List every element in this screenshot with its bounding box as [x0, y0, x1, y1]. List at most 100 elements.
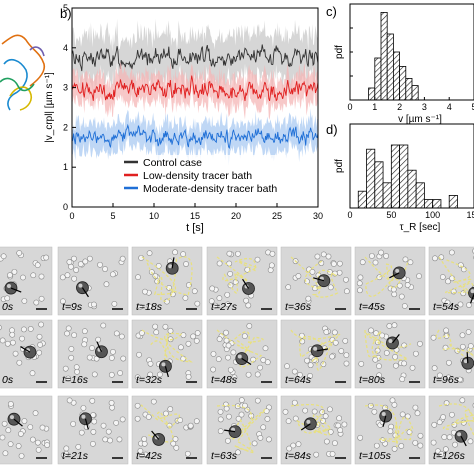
x-tick-label: 0 — [347, 102, 352, 112]
tracer-particle — [325, 253, 332, 260]
histogram-bar — [399, 66, 407, 101]
tracer-particle — [87, 255, 93, 262]
panel-b-label: b) — [60, 6, 72, 21]
swimmer-highlight — [395, 268, 400, 273]
x-tick-label: 30 — [313, 211, 323, 221]
y-tick-label: 0 — [63, 202, 68, 212]
tracer-particle — [0, 253, 7, 260]
y-tick-label: 5 — [63, 3, 68, 13]
tracer-particle — [327, 269, 333, 275]
time-label: t=32s — [136, 374, 163, 386]
tracer-particle — [178, 344, 184, 351]
tracer-particle — [135, 274, 141, 281]
tracer-particle — [292, 415, 299, 422]
tracer-particle — [105, 428, 112, 435]
tracer-particle — [413, 350, 419, 357]
tracer-particle — [97, 261, 103, 268]
tracer-particle — [457, 301, 464, 308]
tracer-particle — [29, 370, 36, 377]
trajectory-path — [29, 46, 45, 57]
tracer-particle — [108, 355, 115, 361]
tracer-particle — [459, 332, 466, 339]
tracer-particle — [379, 332, 386, 339]
tracer-particle — [62, 365, 69, 372]
histogram-bar — [357, 190, 367, 209]
x-tick-label: 4 — [447, 102, 452, 112]
tracer-particle — [59, 298, 66, 305]
tracer-particle — [291, 399, 298, 406]
tracer-particle — [398, 443, 405, 449]
tracer-particle — [235, 250, 241, 257]
tracer-particle — [110, 271, 116, 278]
tracer-particle — [373, 442, 380, 449]
tracer-particle — [191, 288, 198, 295]
tracer-particle — [441, 434, 448, 440]
tracer-particle — [141, 440, 148, 447]
image-frame: t=42s — [131, 395, 203, 465]
tracer-particle — [282, 408, 289, 415]
tracer-particle — [136, 351, 142, 358]
image-frame: t=45s — [354, 246, 426, 316]
x-tick-label: 1 — [372, 102, 377, 112]
trajectory-panel — [0, 34, 46, 111]
tracer-particle — [311, 408, 318, 415]
tracer-particle — [86, 354, 93, 361]
histogram-bar — [392, 51, 400, 101]
tracer-particle — [193, 337, 200, 344]
tracer-particle — [155, 262, 162, 269]
tracer-particle — [117, 370, 123, 376]
tracer-particle — [18, 453, 25, 459]
x-tick-label: 100 — [425, 210, 440, 220]
swimmer-highlight — [457, 432, 462, 437]
trajectory-overlay — [216, 329, 264, 368]
tracer-particle — [172, 436, 179, 442]
tracer-particle — [438, 451, 445, 457]
tracer-particle — [412, 404, 419, 411]
tracer-particle — [336, 415, 343, 422]
tracer-particle — [81, 341, 88, 348]
direction-arrow — [241, 358, 252, 365]
image-frame: t=105s — [354, 395, 426, 465]
swimmer-highlight — [81, 414, 86, 419]
tracer-particle — [75, 443, 82, 450]
tracer-particle — [102, 436, 109, 443]
direction-arrow — [313, 277, 325, 282]
tracer-particle — [224, 301, 231, 308]
tracer-particle — [141, 436, 148, 442]
x-tick-label: 15 — [190, 211, 200, 221]
tracer-particle — [152, 323, 159, 330]
histogram-bar — [386, 33, 394, 101]
x-tick-label: 20 — [231, 211, 241, 221]
histogram-bar — [405, 78, 413, 101]
tracer-particle — [66, 259, 73, 265]
direction-arrow — [10, 287, 22, 293]
tracer-particle — [82, 258, 89, 265]
y-axis-label: pdf — [334, 159, 345, 173]
x-tick-label: 5 — [110, 211, 115, 221]
tracer-particle — [368, 327, 374, 334]
histogram-bar — [411, 85, 419, 101]
tracer-particle — [254, 371, 261, 378]
tracer-particle — [73, 267, 80, 273]
y-tick-label: 3 — [63, 83, 68, 93]
tracer-particle — [36, 349, 43, 356]
direction-arrow — [242, 278, 250, 289]
trajectory-overlay — [141, 256, 193, 302]
direction-arrow — [164, 366, 169, 378]
tracer-particle — [120, 355, 127, 362]
time-label: t=64s — [285, 374, 312, 386]
tracer-particle — [65, 375, 72, 382]
tracer-particle — [190, 333, 197, 340]
legend-entry: Moderate-density tracer bath — [143, 183, 277, 195]
tracer-particle — [91, 418, 98, 425]
tracer-particle — [459, 343, 466, 350]
tracer-particle — [74, 368, 80, 375]
tracer-particle — [15, 443, 22, 449]
trajectory-overlay — [364, 328, 412, 361]
tracer-particle — [286, 445, 293, 452]
swimmer-particle — [4, 281, 18, 295]
tracer-particle — [116, 436, 123, 443]
histogram-bar — [380, 11, 388, 101]
tracer-particle — [216, 336, 223, 342]
image-frame: t=16s — [57, 319, 129, 389]
